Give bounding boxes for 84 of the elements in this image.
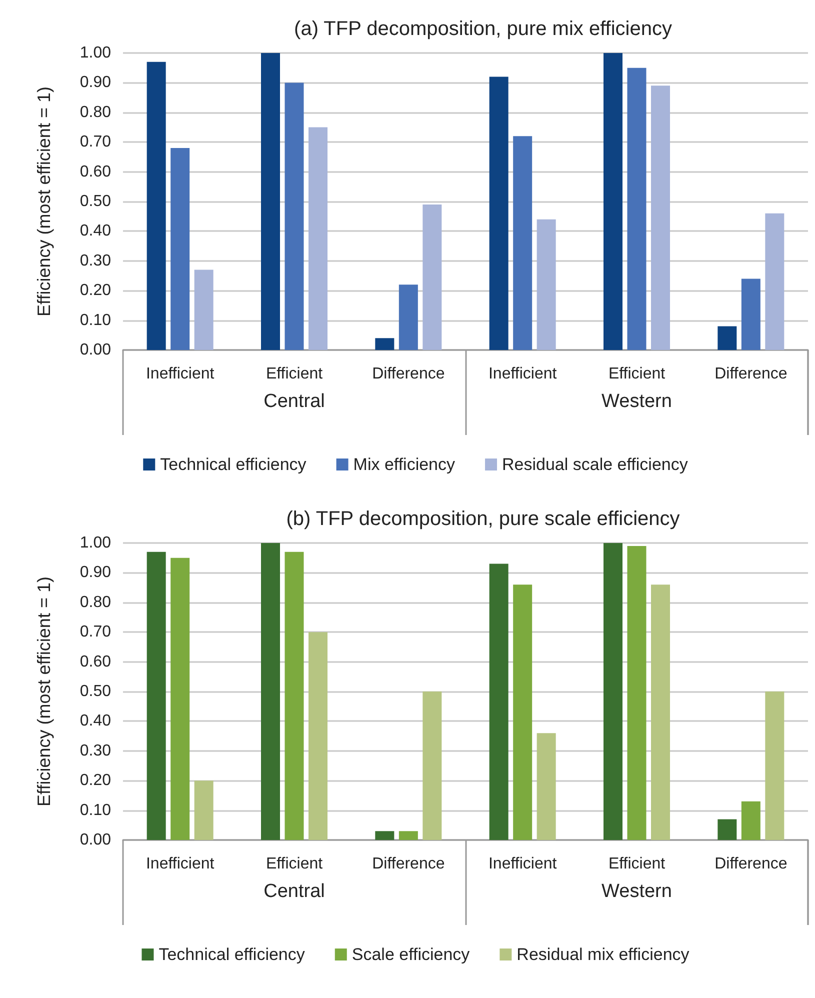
bar [718, 326, 737, 350]
x-tick-label: Difference [714, 856, 788, 872]
bar [536, 219, 556, 350]
bar [718, 819, 737, 840]
chart-title: (a) TFP decomposition, pure mix efficiency [294, 18, 672, 40]
y-tick-label: 0.70 [80, 624, 112, 641]
bar [261, 543, 280, 840]
chart-title: (b) TFP decomposition, pure scale efficiency [286, 508, 680, 530]
bar [284, 82, 304, 350]
bar [765, 692, 784, 840]
x-tick-label: Efficient [608, 366, 666, 382]
bar [194, 780, 214, 840]
bar [627, 68, 646, 350]
bar [308, 632, 328, 840]
bar [489, 564, 508, 840]
x-tick-label: Inefficient [146, 366, 215, 382]
y-tick-label: 1.00 [80, 44, 112, 62]
bar [261, 53, 280, 350]
y-tick-label: 0.30 [80, 252, 112, 270]
y-tick-label: 0.00 [80, 342, 112, 358]
bar [741, 801, 760, 840]
text: Western [602, 391, 672, 412]
bar [375, 338, 394, 350]
bar [398, 284, 418, 350]
bar [375, 831, 394, 840]
text: Central [264, 881, 325, 902]
y-tick-label: 0.30 [80, 742, 112, 760]
bar [627, 546, 646, 840]
bar [651, 584, 670, 840]
bar [513, 136, 532, 350]
bar [146, 62, 166, 350]
y-tick-label: 0.80 [80, 104, 112, 121]
bar [170, 148, 190, 350]
bar [604, 53, 622, 350]
bar [398, 831, 418, 840]
bar [194, 270, 214, 350]
y-tick-label: 0.00 [80, 832, 112, 848]
y-tick-label: 1.00 [80, 534, 112, 552]
bar [765, 213, 784, 350]
bar [308, 127, 328, 350]
x-tick-label: Difference [714, 366, 788, 382]
y-tick-label: 0.10 [80, 312, 112, 329]
y-tick-label: 0.20 [80, 282, 112, 300]
text: Central [264, 391, 325, 412]
bar [284, 552, 304, 840]
y-axis-title: Efficiency (most efficient = 1) [34, 576, 54, 806]
x-tick-label: Inefficient [146, 856, 215, 872]
bar [513, 584, 532, 840]
x-tick-label: Inefficient [488, 366, 558, 382]
bar [741, 278, 760, 350]
y-tick-label: 0.60 [80, 163, 112, 180]
y-tick-label: 0.70 [80, 134, 112, 151]
y-tick-label: 0.50 [80, 683, 112, 700]
y-tick-label: 0.80 [80, 594, 112, 611]
bar [170, 558, 190, 840]
y-axis-title: Efficiency (most efficient = 1) [34, 86, 54, 316]
bar [651, 86, 670, 350]
bar [489, 76, 508, 350]
x-tick-label: Efficient [608, 856, 666, 872]
bar [536, 733, 556, 840]
x-tick-label: Efficient [266, 856, 324, 872]
x-tick-label: Difference [372, 366, 445, 382]
bar [604, 543, 622, 840]
y-tick-label: 0.60 [80, 653, 112, 670]
x-tick-label: Inefficient [488, 856, 558, 872]
y-tick-label: 0.40 [80, 712, 112, 730]
x-tick-label: Efficient [266, 366, 324, 382]
bar [422, 204, 442, 350]
legend-label: Residual scale efficiency [502, 455, 688, 474]
legend-label: Technical efficiency [160, 455, 307, 474]
legend-label: Residual mix efficiency [516, 945, 690, 964]
bar [146, 552, 166, 840]
y-tick-label: 0.90 [80, 564, 112, 582]
x-tick-label: Difference [372, 856, 445, 872]
text: Western [602, 881, 672, 902]
y-tick-label: 0.50 [80, 193, 112, 210]
legend-label: Scale efficiency [352, 945, 470, 964]
y-tick-label: 0.90 [80, 74, 112, 92]
legend-label: Technical efficiency [158, 945, 306, 964]
y-tick-label: 0.10 [80, 802, 112, 819]
y-tick-label: 0.20 [80, 772, 112, 790]
legend-label: Mix efficiency [353, 455, 456, 474]
bar [422, 692, 442, 840]
y-tick-label: 0.40 [80, 222, 112, 240]
